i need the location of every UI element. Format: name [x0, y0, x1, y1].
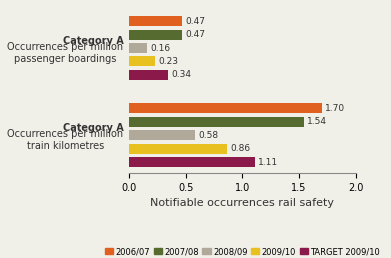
- Text: Category A: Category A: [63, 123, 124, 133]
- Text: 0.47: 0.47: [186, 30, 206, 39]
- Text: Occurrences per million
train kilometres: Occurrences per million train kilometres: [7, 129, 124, 151]
- Bar: [129, 130, 195, 140]
- Bar: [129, 30, 182, 39]
- Text: 0.16: 0.16: [151, 44, 171, 53]
- Text: 0.34: 0.34: [171, 70, 191, 79]
- Text: 1.70: 1.70: [325, 104, 345, 113]
- Text: Category A: Category A: [63, 36, 124, 46]
- Bar: [129, 57, 155, 66]
- Text: 1.11: 1.11: [258, 158, 278, 167]
- Bar: [129, 70, 168, 80]
- Text: 1.54: 1.54: [307, 117, 327, 126]
- Bar: [129, 103, 322, 113]
- Text: 0.47: 0.47: [186, 17, 206, 26]
- Bar: [129, 144, 226, 154]
- X-axis label: Notifiable occurrences rail safety: Notifiable occurrences rail safety: [151, 198, 334, 208]
- Text: 0.23: 0.23: [158, 57, 179, 66]
- Bar: [129, 157, 255, 167]
- Bar: [129, 16, 182, 26]
- Legend: 2006/07, 2007/08, 2008/09, 2009/10, TARGET 2009/10: 2006/07, 2007/08, 2008/09, 2009/10, TARG…: [101, 244, 384, 258]
- Bar: [129, 43, 147, 53]
- Text: 0.86: 0.86: [230, 144, 250, 153]
- Text: Occurrences per million
passenger boardings: Occurrences per million passenger boardi…: [7, 42, 124, 63]
- Bar: [129, 117, 304, 127]
- Text: 0.58: 0.58: [198, 131, 218, 140]
